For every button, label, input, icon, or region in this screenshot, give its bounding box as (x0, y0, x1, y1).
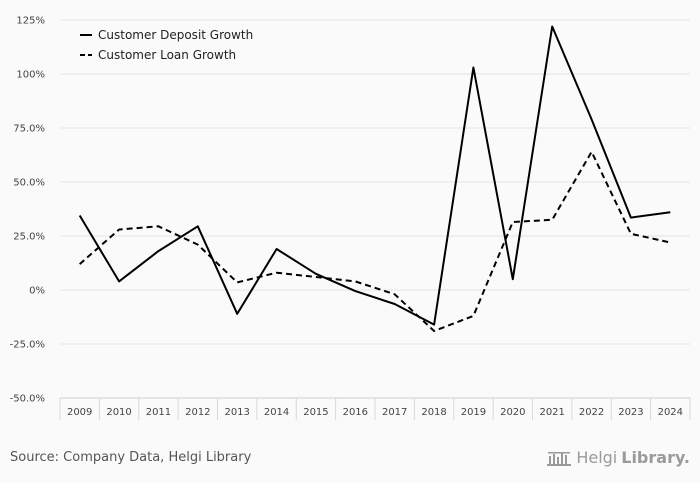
x-tick-label: 2010 (106, 407, 131, 418)
x-tick-label: 2016 (343, 407, 368, 418)
brand-name-part1: Helgi (576, 448, 618, 467)
helgi-library-logo: Helgi Library. (546, 448, 690, 467)
brand-name-part2: Library. (621, 448, 690, 467)
x-tick-label: 2020 (500, 407, 525, 418)
y-tick-label: 100% (16, 70, 45, 81)
x-tick-label: 2011 (146, 407, 171, 418)
y-tick-label: 0% (29, 286, 45, 297)
x-axis: 2009 2010 2011 2012 2013 2014 2015 2016 2017 2018… (59, 397, 691, 420)
x-tick-label: 2019 (461, 407, 486, 418)
x-tick-label: 2013 (224, 407, 249, 418)
x-tick-label: 2023 (618, 407, 643, 418)
x-tick-label: 2021 (539, 407, 564, 418)
x-tick-label: 2018 (421, 407, 446, 418)
y-axis-tick-labels: 125% 100% 75.0% 50.0% 25.0% 0% -25.0% -50.0% (10, 16, 45, 405)
series-line-customer-loan-growth (79, 150, 671, 332)
x-tick-label: 2009 (67, 407, 92, 418)
x-tick-label: 2015 (303, 407, 328, 418)
y-tick-label: 75.0% (13, 124, 45, 135)
x-tick-label: 2012 (185, 407, 210, 418)
x-tick-label: 2014 (264, 407, 289, 418)
x-tick-label: 2024 (658, 407, 683, 418)
source-note: Source: Company Data, Helgi Library (10, 450, 252, 465)
y-tick-label: -50.0% (10, 394, 45, 405)
legend-label: Customer Loan Growth (98, 48, 236, 62)
library-building-icon (547, 451, 572, 466)
gridlines (60, 19, 690, 345)
x-tick-label: 2022 (579, 407, 604, 418)
y-tick-label: 50.0% (13, 178, 45, 189)
legend-label: Customer Deposit Growth (98, 28, 253, 42)
x-tick-label: 2017 (382, 407, 407, 418)
y-tick-label: -25.0% (10, 340, 45, 351)
series-line-customer-deposit-growth (78, 25, 671, 326)
series-lines (78, 25, 671, 332)
y-tick-label: 25.0% (13, 232, 45, 243)
legend: Customer Deposit Growth Customer Loan Gro… (80, 28, 253, 62)
y-tick-label: 125% (16, 16, 45, 27)
